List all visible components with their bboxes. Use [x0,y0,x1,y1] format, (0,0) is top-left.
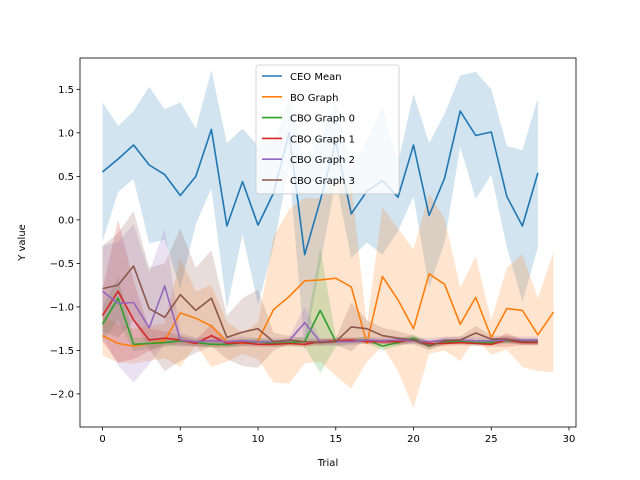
legend-label-5: CBO Graph 3 [290,176,355,187]
x-tick-label: 15 [329,434,342,445]
x-tick-label: 0 [99,434,105,445]
series-line-1 [102,272,555,347]
x-tick-label: 20 [407,434,420,445]
legend-label-4: CBO Graph 2 [290,155,355,166]
series-line-0 [101,110,539,256]
series-lines [101,110,555,347]
y-tick-label: −1.5 [50,346,74,357]
legend: CEO Mean BO Graph CBO Graph 0 CBO Graph 1 CB… [255,64,400,195]
y-tick-label: −1.0 [50,302,74,313]
plot-frame [79,57,577,428]
series-line-4 [102,285,538,343]
x-tick-label: 30 [563,434,576,445]
series-line-5 [102,265,538,347]
y-tick-label: 1.5 [58,85,74,96]
series-band-1 [102,180,554,408]
y-axis-label: Y value [17,224,28,262]
y-tick-label: 0.0 [58,215,74,226]
axis-ticks: 0 5 10 15 20 25 30 −2.0 −1.5 −1.0 −0.5 0.0 0.5 1.0 1.5 [50,85,576,445]
legend-box [255,64,400,195]
series-line-2 [101,297,538,347]
y-tick-label: 0.5 [58,172,74,183]
series-band-0 [102,70,538,351]
legend-label-3: CBO Graph 1 [290,134,355,145]
x-axis-label: Trial [317,458,338,469]
y-tick-label: −0.5 [50,259,74,270]
legend-label-1: BO Graph [290,93,338,104]
y-tick-label: −2.0 [50,389,74,400]
legend-label-0: CEO Mean [290,72,342,83]
x-tick-label: 25 [485,434,498,445]
x-tick-label: 5 [177,434,183,445]
series-band-5 [102,211,538,372]
legend-label-2: CBO Graph 0 [290,114,355,125]
y-tick-label: 1.0 [58,128,74,139]
x-tick-label: 10 [252,434,265,445]
